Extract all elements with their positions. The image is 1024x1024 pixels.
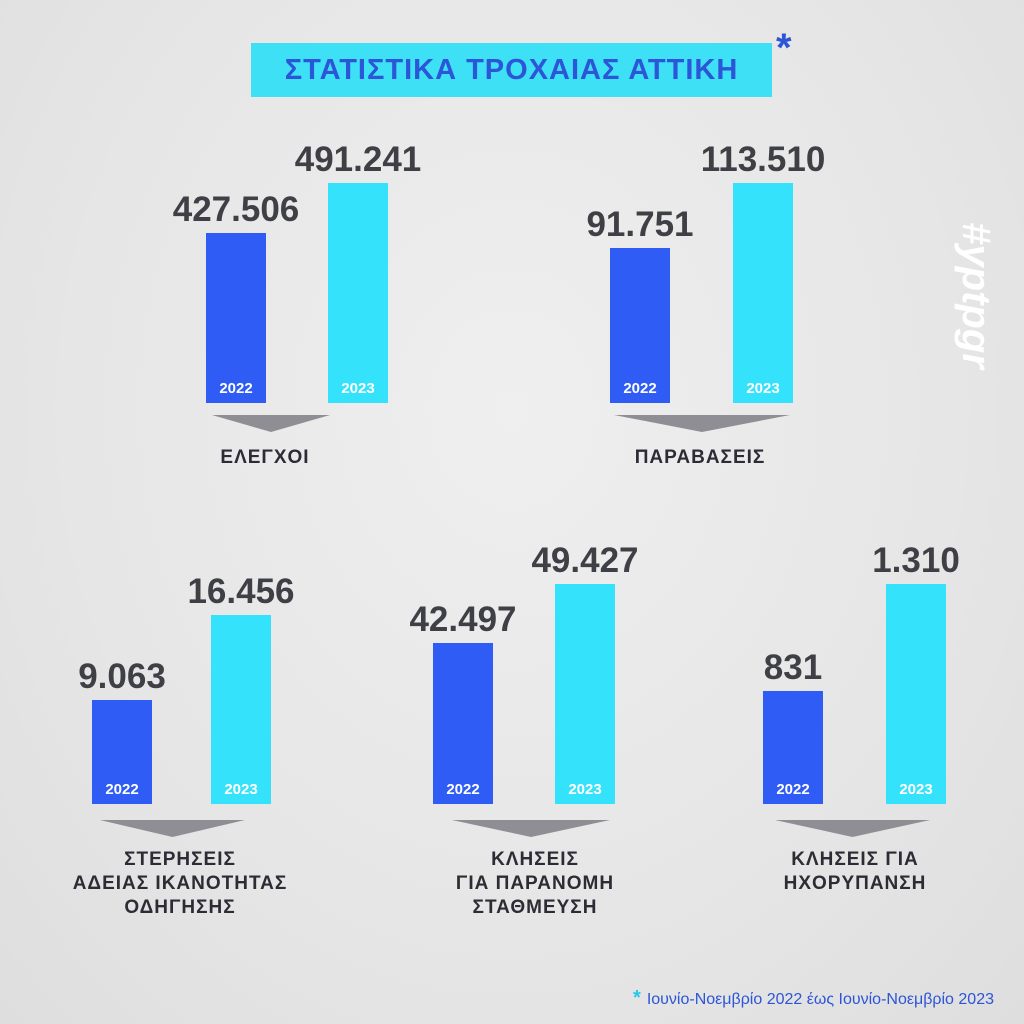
bar-year-label: 2023	[568, 781, 601, 798]
bar-year-label: 2023	[341, 380, 374, 397]
bar-value-label: 427.506	[173, 190, 300, 229]
bar-value-label: 9.063	[78, 657, 166, 696]
bar-3-2022	[433, 643, 493, 804]
category-label: ΕΛΕΓΧΟΙ	[220, 447, 310, 468]
bar-year-label: 2023	[899, 781, 932, 798]
bar-year-label: 2023	[746, 380, 779, 397]
category-label: ΚΛΗΣΕΙΣ ΓΙΑ ΗΧΟΡΥΠΑΝΣΗ	[783, 849, 927, 894]
bar-year-label: 2022	[446, 781, 479, 798]
title-asterisk: *	[776, 26, 792, 70]
bar-2-2023	[211, 615, 271, 804]
category-label: ΚΛΗΣΕΙΣ ΓΙΑ ΠΑΡΑΝΟΜΗ ΣΤΑΘΜΕΥΣΗ	[455, 849, 615, 918]
footnote: * Ιουνίο-Νοεμβρίο 2022 έως Ιουνίο-Νοεμβρί…	[633, 987, 994, 1010]
bar-value-label: 831	[764, 648, 822, 687]
bar-4-2023	[886, 584, 946, 804]
bar-value-label: 113.510	[701, 140, 826, 179]
bar-0-2023	[328, 183, 388, 403]
bar-0-2022	[206, 233, 266, 403]
category-label: ΣΤΕΡΗΣΕΙΣ ΑΔΕΙΑΣ ΙΚΑΝΟΤΗΤΑΣ ΟΔΗΓΗΣΗΣ	[72, 849, 288, 918]
category-pointer	[452, 820, 610, 837]
category-pointer	[212, 415, 330, 432]
bar-year-label: 2022	[776, 781, 809, 798]
bar-value-label: 49.427	[531, 541, 638, 580]
bar-value-label: 1.310	[872, 541, 960, 580]
title-banner: ΣΤΑΤΙΣΤΙΚΑ ΤΡΟΧΑΙΑΣ ΑΤΤΙΚΗ	[251, 43, 772, 97]
bar-year-label: 2022	[623, 380, 656, 397]
bar-value-label: 42.497	[409, 600, 516, 639]
bar-value-label: 16.456	[187, 572, 294, 611]
bar-year-label: 2022	[105, 781, 138, 798]
category-pointer	[614, 415, 790, 432]
bar-2-2022	[92, 700, 152, 804]
bar-value-label: 491.241	[295, 140, 422, 179]
category-pointer	[100, 820, 245, 837]
bar-3-2023	[555, 584, 615, 804]
bar-4-2022	[763, 691, 823, 804]
page-title: ΣΤΑΤΙΣΤΙΚΑ ΤΡΟΧΑΙΑΣ ΑΤΤΙΚΗ	[284, 53, 739, 86]
bar-year-label: 2023	[224, 781, 257, 798]
category-label: ΠΑΡΑΒΑΣΕΙΣ	[634, 447, 766, 468]
footnote-text: Ιουνίο-Νοεμβρίο 2022 έως Ιουνίο-Νοεμβρίο…	[646, 991, 994, 1008]
bar-year-label: 2022	[219, 380, 252, 397]
bar-1-2023	[733, 183, 793, 403]
footnote-asterisk: *	[633, 987, 641, 1009]
bar-1-2022	[610, 248, 670, 403]
bar-value-label: 91.751	[586, 205, 693, 244]
category-pointer	[775, 820, 930, 837]
